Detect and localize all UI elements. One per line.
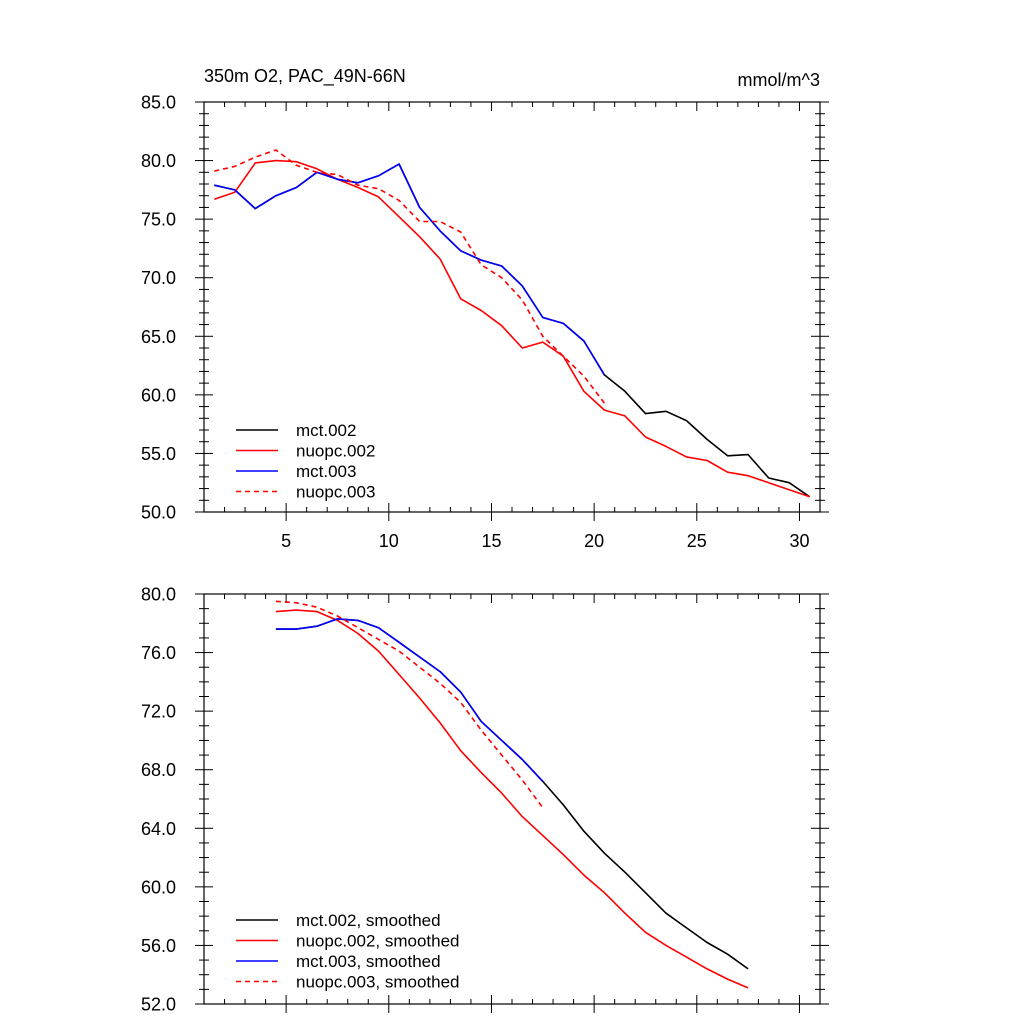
y-tick-label: 70.0: [141, 268, 176, 288]
series-line-2: [214, 163, 606, 376]
y-tick-label: 64.0: [141, 819, 176, 839]
x-tick-label: 5: [281, 531, 291, 551]
legend-label: nuopc.002: [296, 442, 375, 461]
legend-label: nuopc.002, smoothed: [296, 932, 460, 951]
top-chart-title: 350m O2, PAC_49N-66N: [204, 66, 406, 87]
series-line-3: [214, 149, 606, 404]
y-tick-label: 80.0: [141, 151, 176, 171]
y-tick-label: 85.0: [141, 93, 176, 113]
top-panel: 350m O2, PAC_49N-66N mmol/m^3 5 10 15 20 25 3…: [141, 66, 829, 551]
y-tick-label: 75.0: [141, 210, 176, 230]
y-tick-label: 68.0: [141, 760, 176, 780]
x-tick-label: 30: [789, 531, 809, 551]
y-tick-label: 80.0: [141, 585, 176, 605]
legend-label: mct.003, smoothed: [296, 952, 441, 971]
x-tick-label: 15: [481, 531, 501, 551]
bottom-series-layer: [275, 600, 749, 989]
y-tick-label: 65.0: [141, 327, 176, 347]
y-tick-label: 76.0: [141, 643, 176, 663]
top-axes: 5 10 15 20 25 30 50.0 55.0 60.0 65.0 70.0 75.0 80.0 8…: [141, 93, 829, 551]
y-tick-label: 60.0: [141, 385, 176, 405]
x-tick-label: 10: [379, 531, 399, 551]
legend-label: mct.003: [296, 462, 356, 481]
y-tick-label: 72.0: [141, 702, 176, 722]
y-tick-label: 50.0: [141, 503, 176, 523]
legend-label: nuopc.003: [296, 483, 375, 502]
y-tick-label: 60.0: [141, 877, 176, 897]
x-tick-label: 20: [584, 531, 604, 551]
bottom-plot-frame: [203, 593, 821, 1005]
series-line-2: [275, 618, 544, 782]
y-tick-label: 55.0: [141, 444, 176, 464]
y-tick-label: 52.0: [141, 995, 176, 1015]
series-line-1: [275, 609, 749, 989]
y-tick-label: 56.0: [141, 936, 176, 956]
bottom-panel: 52.0 56.0 60.0 64.0 68.0 72.0 76.0 80.0 mct.002…: [141, 585, 829, 1015]
top-series-layer: [214, 149, 811, 498]
series-line-1: [214, 159, 810, 498]
bottom-legend: mct.002, smoothed nuopc.002, smoothedmct.…: [236, 911, 460, 992]
top-units-label: mmol/m^3: [738, 70, 820, 90]
legend-label: nuopc.003, smoothed: [296, 973, 460, 992]
top-plot-frame: [203, 101, 821, 513]
legend-label: mct.002, smoothed: [296, 911, 441, 930]
legend-label: mct.002: [296, 421, 356, 440]
series-line-3: [275, 600, 544, 809]
x-tick-label: 25: [687, 531, 707, 551]
bottom-axes: 52.0 56.0 60.0 64.0 68.0 72.0 76.0 80.0: [141, 585, 829, 1015]
